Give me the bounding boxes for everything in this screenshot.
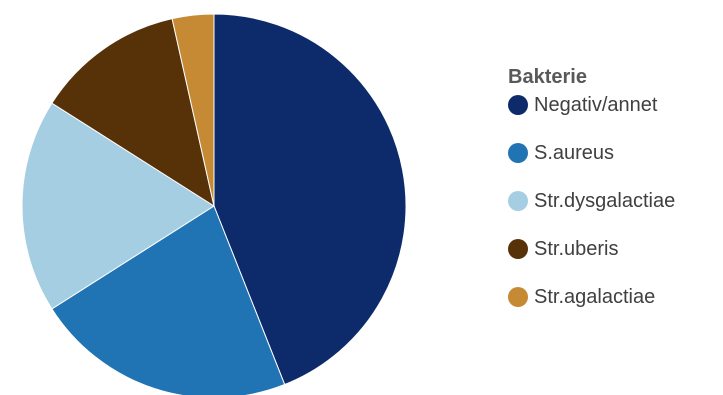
legend-item-str-agalactiae: Str.agalactiae bbox=[508, 285, 723, 309]
legend-swatch-str-uberis bbox=[508, 239, 528, 259]
legend-title: Bakterie bbox=[508, 66, 587, 88]
legend-swatch-str-dysgalactiae bbox=[508, 191, 528, 211]
legend-item-str-dysgalactiae: Str.dysgalactiae bbox=[508, 189, 723, 213]
pie-slices bbox=[21, 13, 407, 395]
legend-label-str-uberis: Str.uberis bbox=[534, 238, 619, 260]
legend-swatch-s-aureus bbox=[508, 143, 528, 163]
legend-label-str-agalactiae: Str.agalactiae bbox=[534, 286, 656, 308]
pie-slice-negativ-annet bbox=[213, 13, 407, 386]
legend-swatch-str-agalactiae bbox=[508, 287, 528, 307]
legend: Bakterie Negativ/annet S.aureus Str.dysgal… bbox=[508, 63, 723, 309]
pie-slice-s-aureus bbox=[51, 205, 286, 395]
legend-label-str-dysgalactiae: Str.dysgalactiae bbox=[534, 190, 676, 212]
legend-item-s-aureus: S.aureus bbox=[508, 141, 723, 165]
legend-item-str-uberis: Str.uberis bbox=[508, 237, 723, 261]
legend-item-negativ-annet: Negativ/annet bbox=[508, 93, 723, 117]
legend-label-s-aureus: S.aureus bbox=[534, 142, 615, 164]
pie-slice-str-agalactiae bbox=[171, 13, 215, 207]
pie-slice-str-dysgalactiae bbox=[21, 102, 215, 310]
legend-swatch-negativ-annet bbox=[508, 95, 528, 115]
pie-slice-str-uberis bbox=[51, 18, 215, 208]
legend-items: Negativ/annet S.aureus Str.dysgalactiae Str… bbox=[508, 93, 723, 309]
legend-label-negativ-annet: Negativ/annet bbox=[534, 94, 658, 116]
